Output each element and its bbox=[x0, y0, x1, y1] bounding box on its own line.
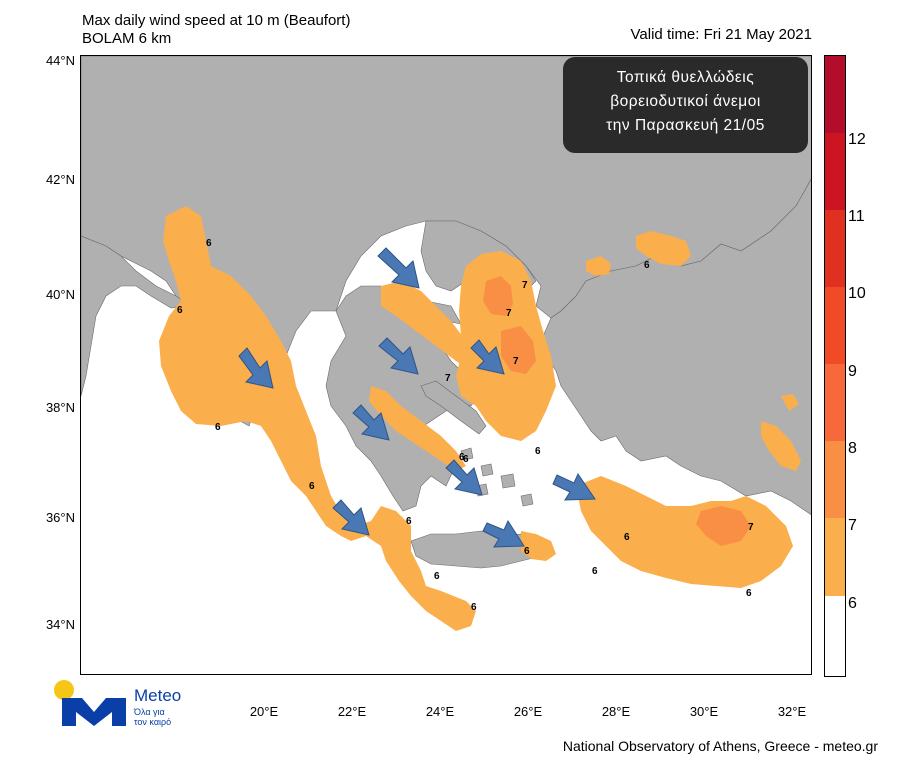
contour-label: 7 bbox=[748, 522, 754, 533]
wind-arrow bbox=[445, 459, 483, 496]
logo-tagline-2: τον καιρό bbox=[134, 717, 172, 727]
colorbar bbox=[824, 55, 846, 677]
area-marmara bbox=[586, 256, 611, 276]
wind-arrow bbox=[470, 339, 505, 375]
wind-arrow bbox=[352, 404, 390, 441]
lat-label-34: 34°N bbox=[45, 617, 75, 632]
wind-arrow bbox=[482, 519, 525, 548]
land-cyclades-2 bbox=[480, 463, 494, 477]
area-adriatic bbox=[159, 206, 476, 631]
area-blacksea bbox=[636, 231, 691, 266]
colorbar-segment-9 bbox=[825, 287, 845, 364]
area-euboea-strait bbox=[369, 386, 466, 471]
logo-mark-icon bbox=[54, 680, 126, 726]
colorbar-label-9: 9 bbox=[848, 363, 857, 380]
contour-label: 6 bbox=[177, 305, 183, 316]
land-euboea bbox=[420, 380, 487, 435]
lon-label-32: 32°E bbox=[777, 704, 807, 719]
contour-label: 6 bbox=[309, 481, 315, 492]
land-cyclades-5 bbox=[520, 493, 534, 507]
wind-arrow bbox=[552, 472, 596, 501]
contour-label: 6 bbox=[746, 588, 752, 599]
area-crete-east bbox=[521, 531, 556, 561]
land-turkey bbox=[540, 178, 811, 515]
colorbar-segment-6 bbox=[825, 518, 845, 596]
callout-line-2: βορειοδυτικοί άνεμοι bbox=[610, 93, 761, 110]
colorbar-label-6: 6 bbox=[848, 595, 857, 612]
contour-label: 6 bbox=[471, 602, 477, 613]
contour-label: 6 bbox=[535, 446, 541, 457]
contour-label: 6 bbox=[524, 546, 530, 557]
lat-label-40: 40°N bbox=[45, 287, 75, 302]
colorbar-segment-below-6 bbox=[825, 596, 845, 676]
contour-label: 6 bbox=[624, 532, 630, 543]
contour-label: 6 bbox=[644, 260, 650, 271]
colorbar-label-11: 11 bbox=[848, 208, 865, 225]
beaufort-7-areas bbox=[483, 276, 751, 546]
model-name: BOLAM 6 km bbox=[82, 30, 172, 47]
area-cyprus-north bbox=[761, 421, 801, 471]
land-cyclades-3 bbox=[500, 473, 516, 489]
contour-label: 6 bbox=[206, 238, 212, 249]
logo-tagline-1: Όλα για bbox=[134, 707, 165, 717]
logo-name: Meteo bbox=[134, 686, 182, 705]
wind-arrows bbox=[238, 247, 596, 548]
land-cyclades-1 bbox=[460, 447, 474, 461]
contour-label: 6 bbox=[463, 454, 469, 465]
colorbar-segment-10 bbox=[825, 210, 845, 287]
lat-label-38: 38°N bbox=[45, 400, 75, 415]
colorbar-segment-12-plus bbox=[825, 56, 845, 133]
lon-label-22: 22°E bbox=[337, 704, 367, 719]
footer-credit: National Observatory of Athens, Greece -… bbox=[562, 738, 878, 754]
wind-speed-map: 6 6 6 6 6 6 6 6 6 6 6 6 6 6 6 7 7 7 7 7 bbox=[80, 55, 812, 675]
contour-label: 6 bbox=[434, 571, 440, 582]
wind-arrow bbox=[238, 347, 274, 389]
wind-arrow bbox=[377, 247, 420, 289]
colorbar-label-8: 8 bbox=[848, 440, 857, 457]
lon-label-24: 24°E bbox=[425, 704, 455, 719]
contour-label: 6 bbox=[592, 566, 598, 577]
contour-label: 7 bbox=[522, 280, 528, 291]
contour-label: 6 bbox=[215, 422, 221, 433]
meteo-logo: Meteo Όλα για τον καιρό bbox=[52, 678, 202, 728]
lat-label-44: 44°N bbox=[45, 53, 75, 68]
lon-label-20: 20°E bbox=[249, 704, 279, 719]
lon-label-28: 28°E bbox=[601, 704, 631, 719]
wind-arrow bbox=[378, 337, 419, 375]
contour-label: 6 bbox=[459, 452, 465, 463]
contour-label-group: 6 6 6 6 6 6 6 6 6 6 6 6 6 6 6 7 7 7 7 7 bbox=[177, 238, 754, 613]
contour-label: 7 bbox=[513, 356, 519, 367]
colorbar-label-10: 10 bbox=[848, 285, 866, 302]
colorbar-label-12: 12 bbox=[848, 131, 866, 148]
contour-label: 7 bbox=[445, 373, 451, 384]
callout-line-1: Τοπικά θυελλώδεις bbox=[616, 69, 755, 86]
wind-arrow bbox=[332, 499, 370, 536]
area-7-central bbox=[501, 326, 536, 374]
lat-label-36: 36°N bbox=[45, 510, 75, 525]
colorbar-label-7: 7 bbox=[848, 517, 857, 534]
lon-label-30: 30°E bbox=[689, 704, 719, 719]
area-7-southeast bbox=[696, 506, 751, 546]
map-title: Max daily wind speed at 10 m (Beaufort) bbox=[82, 12, 351, 29]
lon-label-26: 26°E bbox=[513, 704, 543, 719]
area-7-north-aegean bbox=[483, 276, 513, 316]
callout-box: Τοπικά θυελλώδεις βορειοδυτικοί άνεμοι τ… bbox=[563, 57, 808, 153]
callout-line-3: την Παρασκευή 21/05 bbox=[606, 117, 765, 134]
area-east-small bbox=[781, 394, 799, 411]
contour-label: 6 bbox=[406, 516, 412, 527]
valid-time: Valid time: Fri 21 May 2021 bbox=[630, 26, 812, 43]
colorbar-segment-8 bbox=[825, 364, 845, 441]
lat-label-42: 42°N bbox=[45, 172, 75, 187]
area-southeast bbox=[576, 476, 793, 588]
contour-label: 7 bbox=[506, 308, 512, 319]
colorbar-segment-7 bbox=[825, 441, 845, 518]
land-italy bbox=[81, 235, 192, 397]
colorbar-segment-11 bbox=[825, 133, 845, 210]
